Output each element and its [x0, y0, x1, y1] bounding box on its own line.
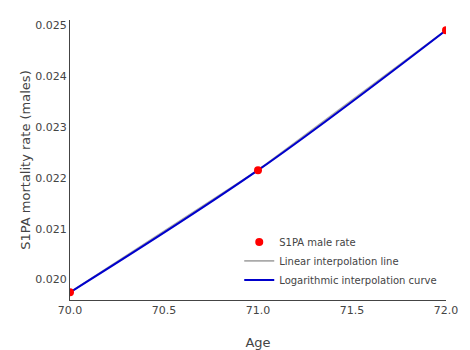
- svg-text:71.0: 71.0: [246, 304, 271, 317]
- svg-text:Logarithmic interpolation curv: Logarithmic interpolation curve: [279, 275, 436, 286]
- svg-text:0.021: 0.021: [35, 223, 67, 236]
- svg-text:S1PA mortality rate (males): S1PA mortality rate (males): [18, 70, 33, 249]
- svg-text:0.022: 0.022: [35, 172, 67, 185]
- svg-text:S1PA male rate: S1PA male rate: [279, 237, 355, 248]
- svg-text:72.0: 72.0: [434, 304, 459, 317]
- svg-text:71.5: 71.5: [340, 304, 365, 317]
- svg-text:0.024: 0.024: [35, 70, 67, 83]
- svg-text:0.023: 0.023: [35, 121, 67, 134]
- svg-text:70.0: 70.0: [58, 304, 83, 317]
- svg-text:Age: Age: [245, 335, 270, 350]
- svg-text:70.5: 70.5: [152, 304, 177, 317]
- svg-text:Linear interpolation line: Linear interpolation line: [279, 256, 398, 267]
- svg-text:0.025: 0.025: [35, 19, 67, 32]
- svg-text:0.020: 0.020: [35, 273, 67, 286]
